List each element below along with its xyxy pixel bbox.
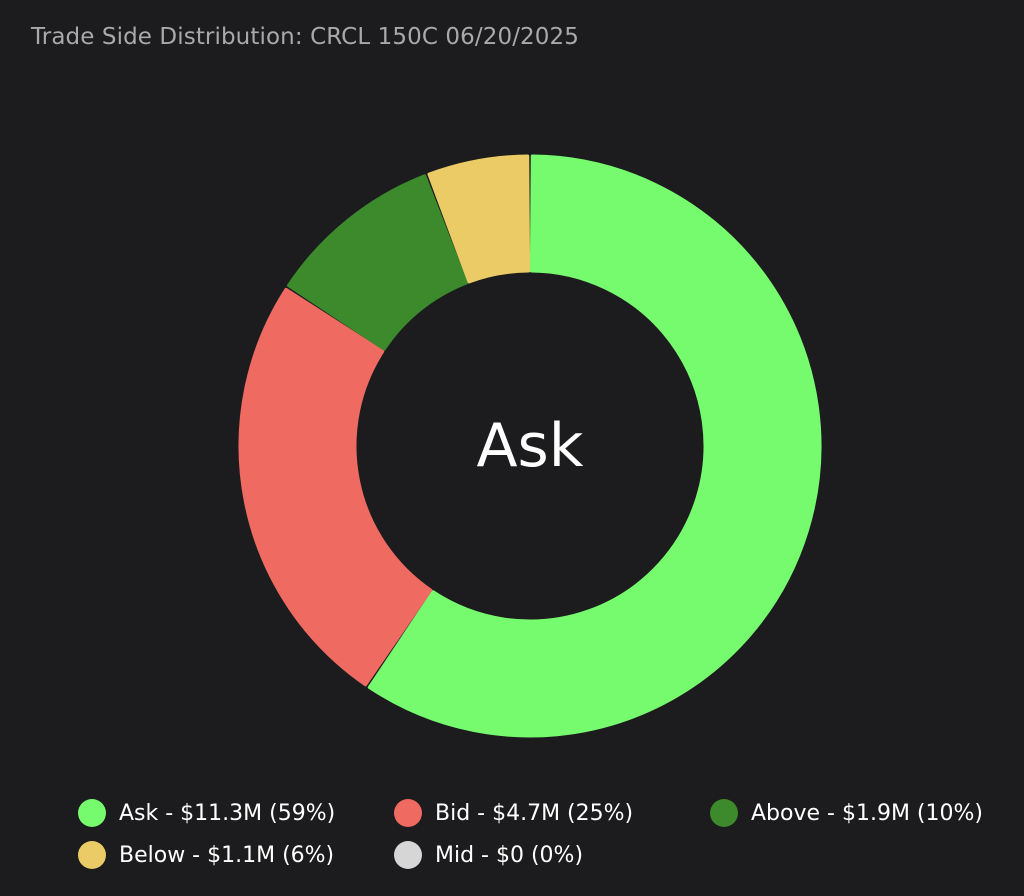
legend-item-above[interactable]: Above - $1.9M (10%) — [710, 797, 983, 829]
legend-item-ask[interactable]: Ask - $11.3M (59%) — [78, 797, 335, 829]
legend-label-below: Below - $1.1M (6%) — [119, 842, 335, 868]
legend-label-bid: Bid - $4.7M (25%) — [435, 800, 634, 826]
legend-swatch-below — [78, 841, 106, 869]
donut-slice-above[interactable] — [286, 174, 468, 351]
legend-item-mid[interactable]: Mid - $0 (0%) — [394, 839, 583, 871]
donut-slice-below[interactable] — [427, 154, 531, 284]
legend-swatch-bid — [394, 799, 422, 827]
donut-center-label: Ask — [476, 411, 584, 481]
donut-slice-ask[interactable] — [367, 154, 822, 738]
legend-swatch-mid — [394, 841, 422, 869]
legend-swatch-ask — [78, 799, 106, 827]
legend-item-below[interactable]: Below - $1.1M (6%) — [78, 839, 334, 871]
legend-label-ask: Ask - $11.3M (59%) — [119, 800, 336, 826]
legend-label-mid: Mid - $0 (0%) — [435, 842, 584, 868]
legend-label-above: Above - $1.9M (10%) — [751, 800, 983, 826]
legend-item-bid[interactable]: Bid - $4.7M (25%) — [394, 797, 633, 829]
legend-swatch-above — [710, 799, 738, 827]
chart-title: Trade Side Distribution: CRCL 150C 06/20… — [31, 24, 579, 50]
donut-slice-bid[interactable] — [238, 287, 433, 687]
